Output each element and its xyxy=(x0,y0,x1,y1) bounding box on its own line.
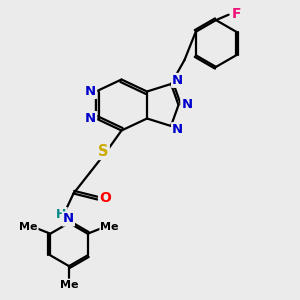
Text: N: N xyxy=(172,74,183,87)
Text: S: S xyxy=(98,144,109,159)
Text: H: H xyxy=(56,208,67,221)
Text: O: O xyxy=(99,191,111,205)
Text: N: N xyxy=(63,212,74,226)
Text: Me: Me xyxy=(60,280,78,290)
Text: N: N xyxy=(85,85,96,98)
Text: F: F xyxy=(232,7,241,20)
Text: N: N xyxy=(85,112,96,125)
Text: Me: Me xyxy=(100,222,119,232)
Text: N: N xyxy=(172,123,183,136)
Text: N: N xyxy=(181,98,193,112)
Text: Me: Me xyxy=(19,222,38,232)
